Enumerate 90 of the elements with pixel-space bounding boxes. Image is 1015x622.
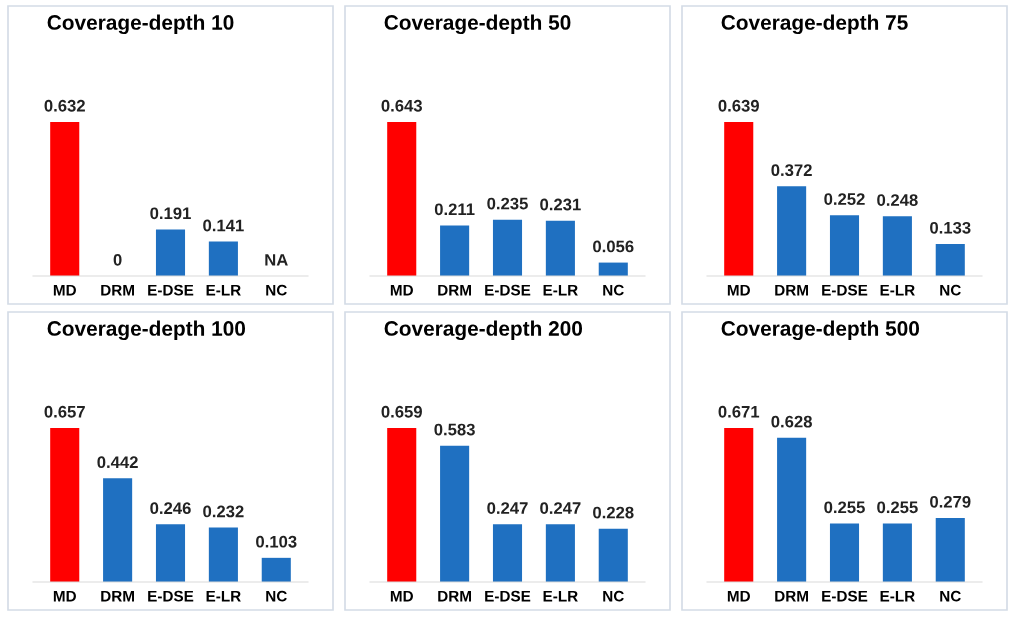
data-label: 0.639	[718, 99, 759, 112]
x-tick-label: MD	[727, 284, 750, 296]
bar	[208, 527, 238, 582]
x-tick-label: MD	[390, 590, 413, 602]
chart-title: Coverage-depth 75	[721, 14, 908, 35]
data-label: 0.442	[97, 456, 138, 469]
data-label: 0.211	[434, 203, 475, 216]
x-tick-label: NC	[940, 284, 961, 296]
bar	[777, 186, 807, 276]
bar	[829, 215, 860, 276]
data-label: 0.252	[824, 193, 865, 205]
text: NA	[265, 254, 288, 266]
data-label: 0.248	[877, 194, 918, 206]
x-tick-label: E-LR	[206, 284, 241, 296]
chart-title: Coverage-depth 200	[384, 320, 583, 341]
data-label: 0.232	[203, 505, 244, 518]
bar	[50, 427, 80, 582]
data-label: 0.141	[203, 219, 244, 232]
x-tick-label: NC	[266, 284, 287, 296]
data-label: 0.191	[150, 207, 191, 220]
x-tick-label: E-LR	[543, 590, 578, 602]
x-tick-label: E-DSE	[485, 590, 531, 602]
bar	[492, 219, 523, 276]
bar	[882, 523, 912, 582]
x-tick-label: E-LR	[206, 590, 241, 602]
x-tick-label: E-DSE	[822, 284, 868, 296]
data-label: 0.255	[824, 501, 865, 514]
x-tick-label: MD	[727, 590, 750, 602]
bar	[440, 445, 470, 582]
data-label: 0.583	[434, 423, 475, 436]
data-label: 0.671	[718, 405, 760, 418]
data-label: 0.657	[44, 405, 85, 418]
data-label: 0.246	[150, 502, 191, 515]
x-tick-label: MD	[390, 284, 413, 296]
data-label: 0.279	[930, 495, 971, 508]
bar	[724, 121, 754, 276]
bar	[882, 216, 912, 276]
bar	[261, 557, 291, 582]
data-label: 0.643	[381, 99, 422, 112]
chart-title: Coverage-depth 500	[721, 320, 920, 341]
x-tick-label: E-DSE	[822, 590, 868, 602]
data-label: 0.133	[930, 221, 971, 234]
x-tick-label: NC	[603, 590, 624, 602]
chart-title: Coverage-depth 10	[47, 14, 234, 35]
bar	[103, 478, 133, 582]
data-label: 0.632	[44, 99, 85, 112]
bar	[777, 437, 807, 582]
chart-title: Coverage-depth 50	[384, 14, 571, 35]
data-label: 0.247	[487, 502, 528, 514]
data-label: 0.056	[593, 240, 634, 253]
data-label: 0.372	[771, 164, 812, 177]
x-tick-label: E-DSE	[148, 284, 194, 296]
bar	[155, 524, 186, 582]
bar	[387, 427, 417, 582]
x-tick-label: E-LR	[543, 284, 578, 296]
data-label: 0	[113, 253, 122, 266]
data-label: 0.247	[540, 502, 581, 514]
data-label: 0.235	[487, 197, 528, 210]
bar	[935, 517, 965, 582]
x-tick-label: DRM	[101, 284, 134, 296]
bar	[829, 523, 860, 582]
x-tick-label: DRM	[775, 590, 808, 602]
x-tick-label: E-LR	[880, 590, 915, 602]
x-tick-label: E-DSE	[485, 284, 531, 296]
bar	[545, 524, 575, 582]
bar	[440, 225, 470, 276]
x-tick-label: DRM	[438, 590, 471, 602]
x-tick-label: NC	[266, 590, 287, 602]
x-tick-label: DRM	[438, 284, 471, 296]
data-label: 0.228	[593, 506, 634, 519]
x-tick-label: E-LR	[880, 284, 915, 296]
x-tick-label: DRM	[101, 590, 134, 602]
x-tick-label: DRM	[775, 284, 808, 296]
x-tick-label: NC	[603, 284, 624, 296]
data-label: 0.231	[540, 198, 581, 211]
chart-title: Coverage-depth 100	[47, 320, 246, 341]
x-tick-label: MD	[53, 590, 76, 602]
x-tick-label: MD	[53, 284, 76, 296]
data-label: 0.103	[256, 535, 297, 548]
bar	[935, 243, 965, 276]
x-tick-label: E-DSE	[148, 590, 194, 602]
bar	[492, 524, 523, 582]
x-tick-label: NC	[940, 590, 961, 602]
data-label: 0.628	[771, 415, 812, 428]
bar	[545, 220, 575, 276]
bar	[387, 121, 417, 276]
bar	[724, 427, 754, 582]
data-label: 0.659	[381, 405, 422, 418]
bar	[598, 528, 628, 582]
data-label: 0.255	[877, 501, 918, 514]
